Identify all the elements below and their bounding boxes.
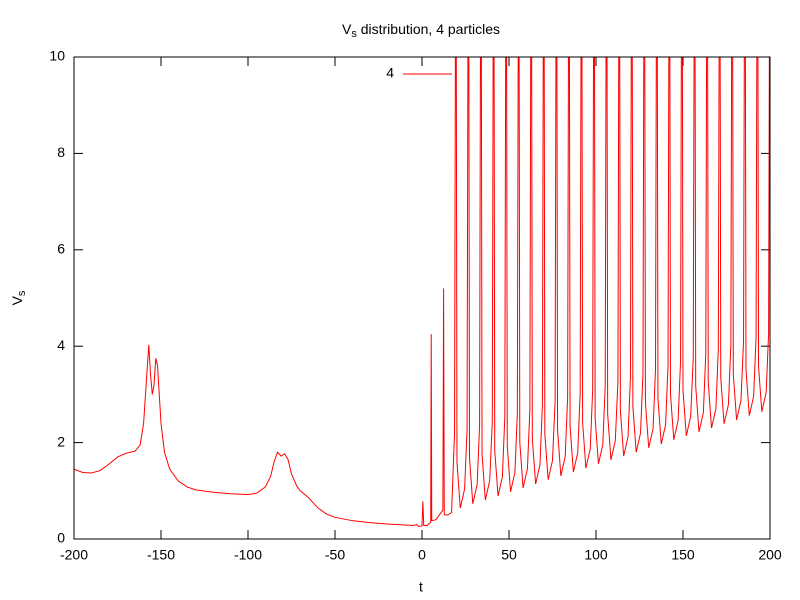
y-tick-label: 2 — [57, 433, 65, 449]
x-tick-label: -50 — [325, 547, 345, 563]
title-main: V — [342, 21, 352, 37]
title-rest: distribution, 4 particles — [357, 21, 500, 37]
x-tick-label: 0 — [418, 547, 426, 563]
plot-area: 0 2 4 6 8 10 -200 -150 -100 -50 0 50 100 150 200 4 — [49, 48, 782, 563]
x-tick-label: 50 — [501, 547, 517, 563]
y-tick-label: 4 — [57, 337, 65, 353]
y-axis-label: Vs — [9, 290, 28, 305]
y-tick-label: 8 — [57, 144, 65, 160]
x-axis-label: t — [419, 579, 423, 595]
plot-border — [73, 56, 771, 540]
x-tick-label: -200 — [60, 547, 88, 563]
x-tick-label: -150 — [147, 547, 175, 563]
legend-label: 4 — [386, 65, 394, 81]
y-tick-label: 0 — [57, 530, 65, 546]
y-label-subscript: s — [16, 290, 28, 296]
x-tick-label: 200 — [758, 547, 782, 563]
chart-title: Vs distribution, 4 particles — [342, 21, 500, 40]
y-tick-label: 10 — [49, 48, 65, 64]
y-label-main: V — [9, 295, 25, 305]
x-tick-label: 150 — [671, 547, 695, 563]
y-tick-label: 6 — [57, 241, 65, 257]
x-tick-label: 100 — [584, 547, 608, 563]
data-line — [74, 57, 770, 528]
title-subscript: s — [351, 28, 357, 40]
x-tick-label: -100 — [234, 547, 262, 563]
